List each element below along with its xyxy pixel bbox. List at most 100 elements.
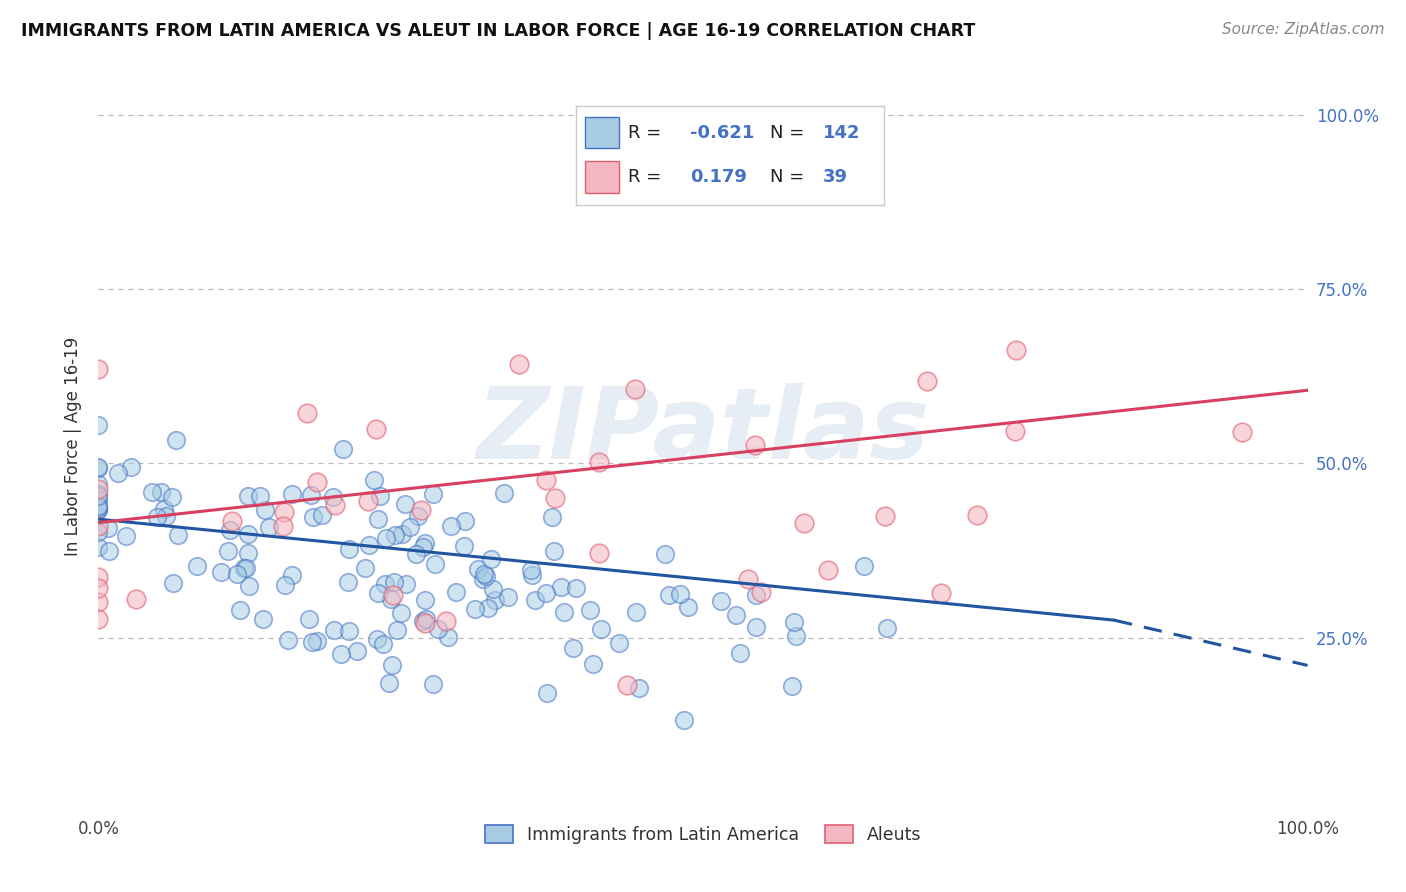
Point xyxy=(374,531,396,545)
Point xyxy=(238,579,260,593)
Point xyxy=(87,595,110,609)
Point xyxy=(394,497,416,511)
Point xyxy=(389,606,412,620)
Point xyxy=(371,637,394,651)
Point xyxy=(281,487,304,501)
Point xyxy=(745,620,768,634)
Point xyxy=(87,482,110,496)
Point xyxy=(737,572,759,586)
Point xyxy=(311,508,333,523)
Point xyxy=(357,494,380,508)
Point xyxy=(87,476,110,491)
Point xyxy=(412,540,434,554)
Point xyxy=(543,543,565,558)
Point xyxy=(87,502,110,516)
Point xyxy=(394,577,416,591)
Point xyxy=(235,561,257,575)
Point xyxy=(474,568,496,582)
Point xyxy=(384,528,406,542)
Point xyxy=(162,575,184,590)
Point xyxy=(363,473,385,487)
Point xyxy=(87,612,110,626)
Point xyxy=(273,505,295,519)
Point xyxy=(378,676,401,690)
Point xyxy=(607,636,630,650)
Y-axis label: In Labor Force | Age 16-19: In Labor Force | Age 16-19 xyxy=(65,336,83,556)
Point xyxy=(654,547,676,561)
Point xyxy=(744,438,766,452)
Point xyxy=(745,588,768,602)
Point xyxy=(370,490,392,504)
Point xyxy=(367,586,389,600)
Point xyxy=(155,508,177,523)
Point xyxy=(520,567,543,582)
Point xyxy=(434,615,457,629)
Point xyxy=(472,566,495,581)
Point xyxy=(302,510,325,524)
Point xyxy=(423,557,446,571)
Point xyxy=(153,501,176,516)
Point xyxy=(238,546,260,560)
Point xyxy=(87,459,110,474)
Text: ZIPatlas: ZIPatlas xyxy=(477,383,929,480)
Point xyxy=(253,503,276,517)
Text: IMMIGRANTS FROM LATIN AMERICA VS ALEUT IN LABOR FORCE | AGE 16-19 CORRELATION CH: IMMIGRANTS FROM LATIN AMERICA VS ALEUT I… xyxy=(21,22,976,40)
Point xyxy=(87,461,110,475)
Point xyxy=(367,512,389,526)
Point xyxy=(165,434,187,448)
Point xyxy=(87,525,110,540)
Point xyxy=(141,485,163,500)
Point xyxy=(492,485,515,500)
Point xyxy=(484,593,506,607)
Point xyxy=(87,500,110,515)
Point xyxy=(411,503,433,517)
Point xyxy=(427,622,450,636)
Point xyxy=(87,500,110,514)
Point xyxy=(167,527,190,541)
Point xyxy=(87,418,110,433)
Point xyxy=(817,564,839,578)
Point xyxy=(966,508,988,522)
Point xyxy=(523,592,546,607)
Point xyxy=(780,679,803,693)
Point xyxy=(873,508,896,523)
Point xyxy=(339,541,361,556)
Point xyxy=(471,572,494,586)
Point xyxy=(87,540,110,554)
Point xyxy=(252,612,274,626)
Point xyxy=(364,422,387,436)
Point xyxy=(853,558,876,573)
Point xyxy=(616,678,638,692)
Point xyxy=(437,631,460,645)
Point xyxy=(464,601,486,615)
Point xyxy=(405,547,427,561)
Point xyxy=(87,489,110,503)
Point xyxy=(391,526,413,541)
Point xyxy=(301,635,323,649)
Text: Source: ZipAtlas.com: Source: ZipAtlas.com xyxy=(1222,22,1385,37)
Point xyxy=(1004,343,1026,357)
Point xyxy=(1004,425,1026,439)
Point xyxy=(415,535,437,549)
Point xyxy=(929,586,952,600)
Point xyxy=(330,647,353,661)
Point xyxy=(380,592,402,607)
Point xyxy=(271,518,294,533)
Point xyxy=(150,485,173,500)
Point xyxy=(672,713,695,727)
Point xyxy=(107,466,129,480)
Point xyxy=(274,578,297,592)
Point xyxy=(550,580,572,594)
Point xyxy=(415,593,437,607)
Point xyxy=(87,581,110,595)
Point xyxy=(482,582,505,597)
Point xyxy=(87,486,110,500)
Point xyxy=(295,406,318,420)
Point xyxy=(783,615,806,629)
Point xyxy=(453,539,475,553)
Point xyxy=(221,514,243,528)
Point xyxy=(299,488,322,502)
Point xyxy=(710,594,733,608)
Point xyxy=(97,544,120,558)
Point xyxy=(444,585,467,599)
